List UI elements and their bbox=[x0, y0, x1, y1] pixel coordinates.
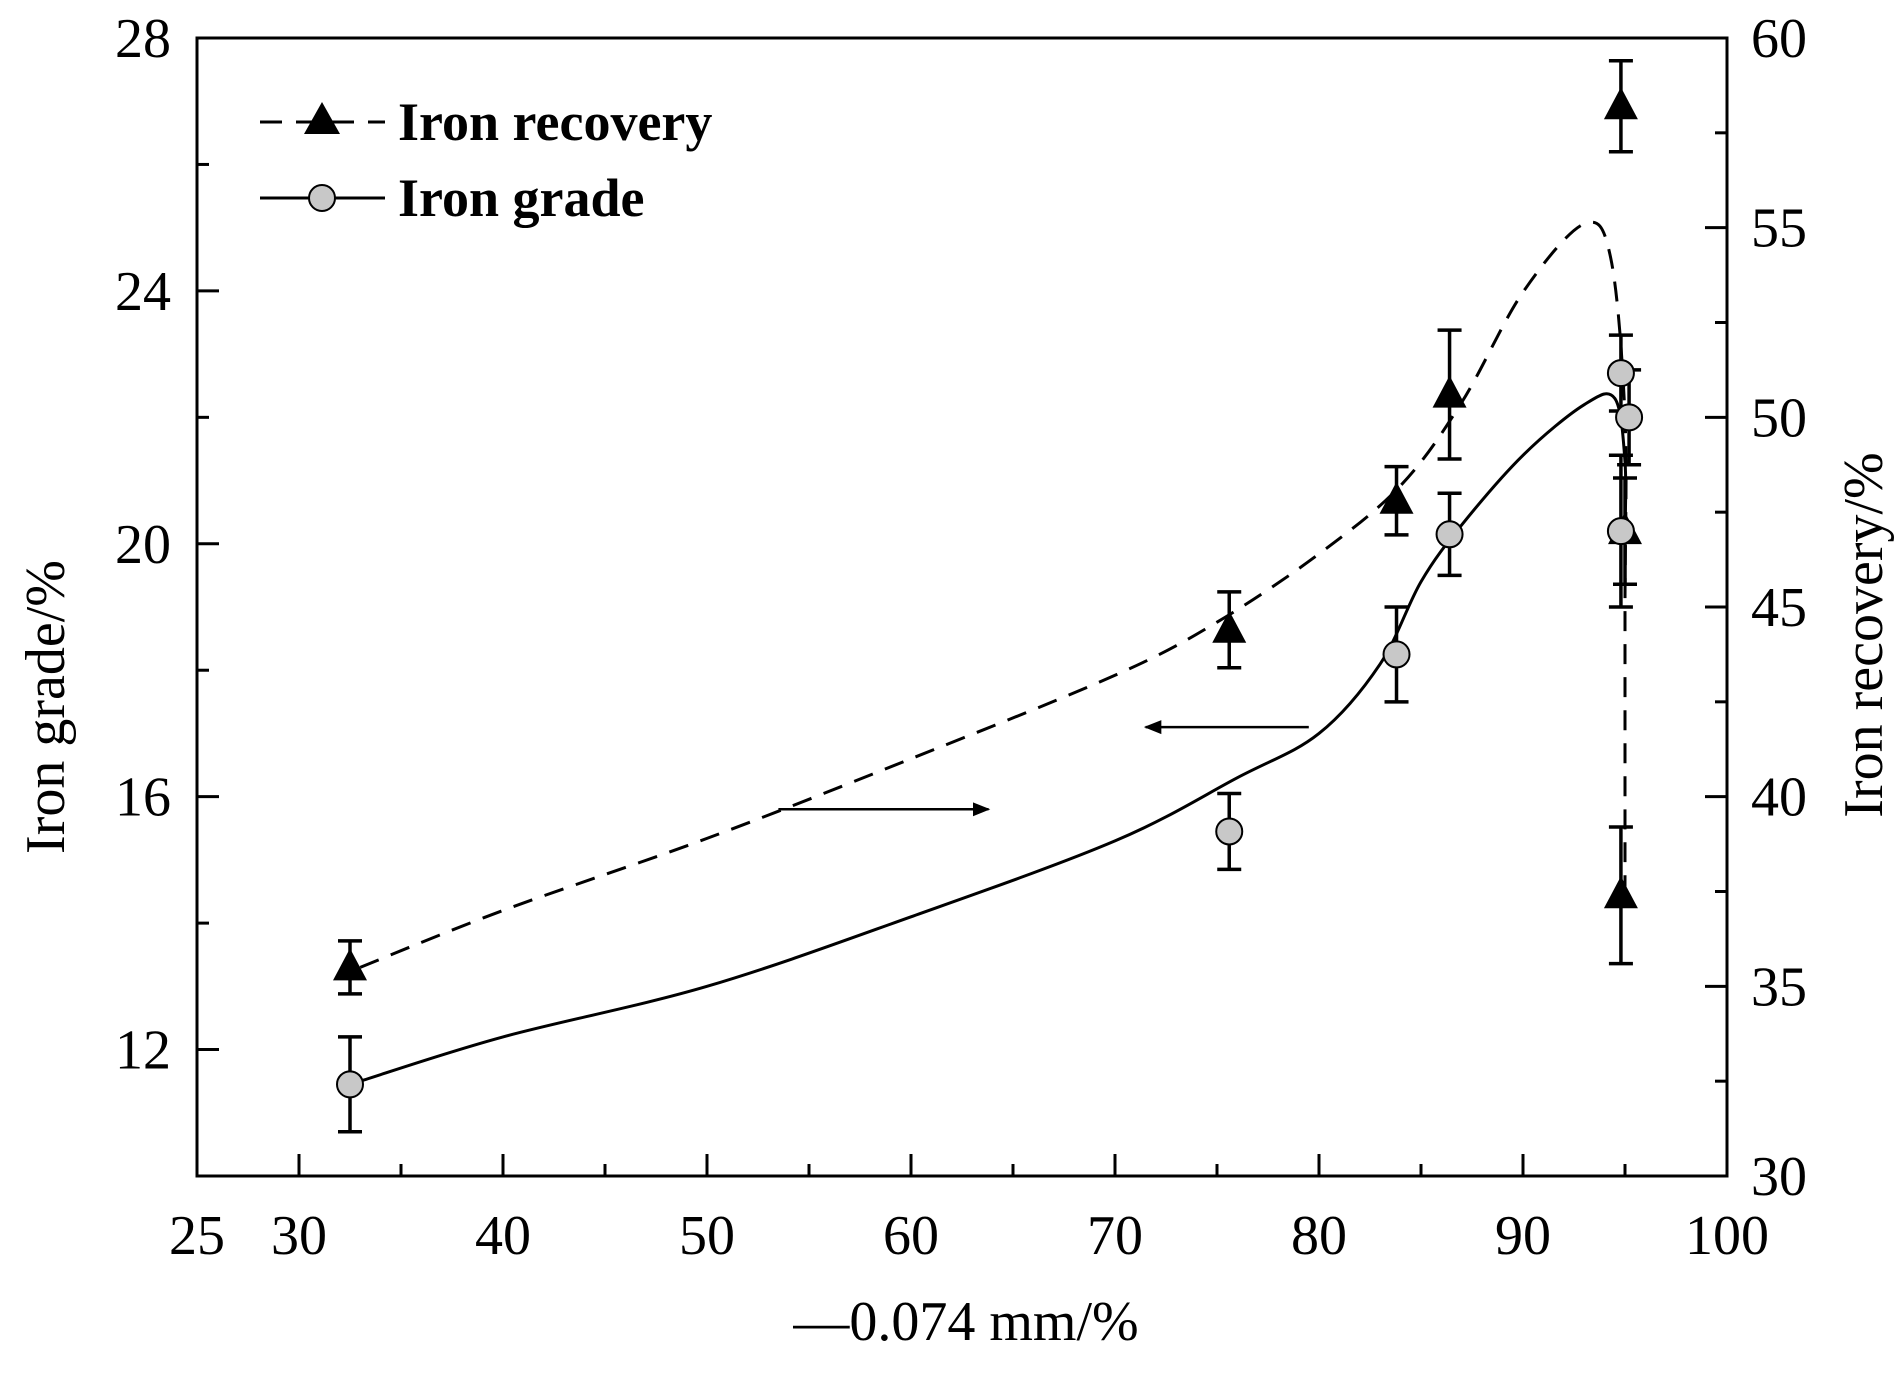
y-right-tick-label: 60 bbox=[1751, 8, 1807, 70]
y-right-axis-title: Iron recovery/% bbox=[1833, 452, 1895, 817]
x-tick-label: 60 bbox=[883, 1205, 939, 1267]
y-left-tick-label: 28 bbox=[115, 8, 171, 70]
y-right-tick-label: 50 bbox=[1751, 387, 1807, 449]
y-right-tick-label: 40 bbox=[1751, 767, 1807, 829]
fit-curves bbox=[359, 220, 1628, 1083]
x-tick-label: 80 bbox=[1291, 1205, 1347, 1267]
y-left-tick-label: 12 bbox=[115, 1020, 171, 1082]
grade-point bbox=[1435, 520, 1464, 549]
recovery-fit-curve bbox=[359, 220, 1628, 969]
x-tick-label: 30 bbox=[271, 1205, 327, 1267]
grade-point bbox=[1215, 817, 1244, 846]
x-tick-label: 100 bbox=[1685, 1205, 1769, 1267]
recovery-point bbox=[1212, 610, 1247, 643]
x-tick-label: 90 bbox=[1495, 1205, 1551, 1267]
x-tick-label: 50 bbox=[679, 1205, 735, 1267]
y-right-tick-label: 45 bbox=[1751, 577, 1807, 639]
recovery-point bbox=[1603, 87, 1638, 120]
recovery-point bbox=[1432, 375, 1467, 408]
legend: Iron recovery Iron grade bbox=[260, 92, 712, 228]
y-right-tick-label: 35 bbox=[1751, 956, 1807, 1018]
y-left-tick-label: 20 bbox=[115, 514, 171, 576]
axis-ticks: 25 30 40 50 60 70 80 90 100 12 16 20 24 28 30 35 40 45 50 5… bbox=[115, 8, 1807, 1267]
y-right-tick-label: 55 bbox=[1751, 198, 1807, 260]
recovery-point bbox=[1379, 481, 1414, 514]
y-left-tick-label: 16 bbox=[115, 767, 171, 829]
legend-label-grade: Iron grade bbox=[398, 168, 645, 228]
recovery-point bbox=[333, 948, 367, 981]
legend-entry-recovery: Iron recovery bbox=[260, 92, 712, 152]
legend-circle-marker bbox=[308, 184, 336, 212]
annotation-arrows bbox=[778, 720, 1309, 817]
grade-point bbox=[336, 1070, 364, 1099]
data-markers bbox=[333, 87, 1644, 1099]
grade-point bbox=[1382, 640, 1411, 669]
y-right-tick-label: 30 bbox=[1751, 1146, 1807, 1208]
legend-label-recovery: Iron recovery bbox=[398, 92, 712, 152]
x-axis-title: —0.074 mm/% bbox=[792, 1291, 1138, 1353]
x-tick-label: 25 bbox=[169, 1205, 225, 1267]
y-left-tick-label: 24 bbox=[115, 261, 171, 323]
grade-point bbox=[1606, 517, 1635, 546]
grade-fit-curve bbox=[359, 392, 1628, 1083]
y-left-axis-title: Iron grade/% bbox=[15, 560, 77, 854]
grade-point bbox=[1615, 403, 1644, 432]
grade-point bbox=[1606, 359, 1635, 388]
x-tick-label: 40 bbox=[475, 1205, 531, 1267]
x-tick-label: 70 bbox=[1087, 1205, 1143, 1267]
recovery-point bbox=[1603, 876, 1638, 909]
legend-triangle-marker bbox=[304, 102, 340, 134]
legend-entry-grade: Iron grade bbox=[260, 168, 645, 228]
